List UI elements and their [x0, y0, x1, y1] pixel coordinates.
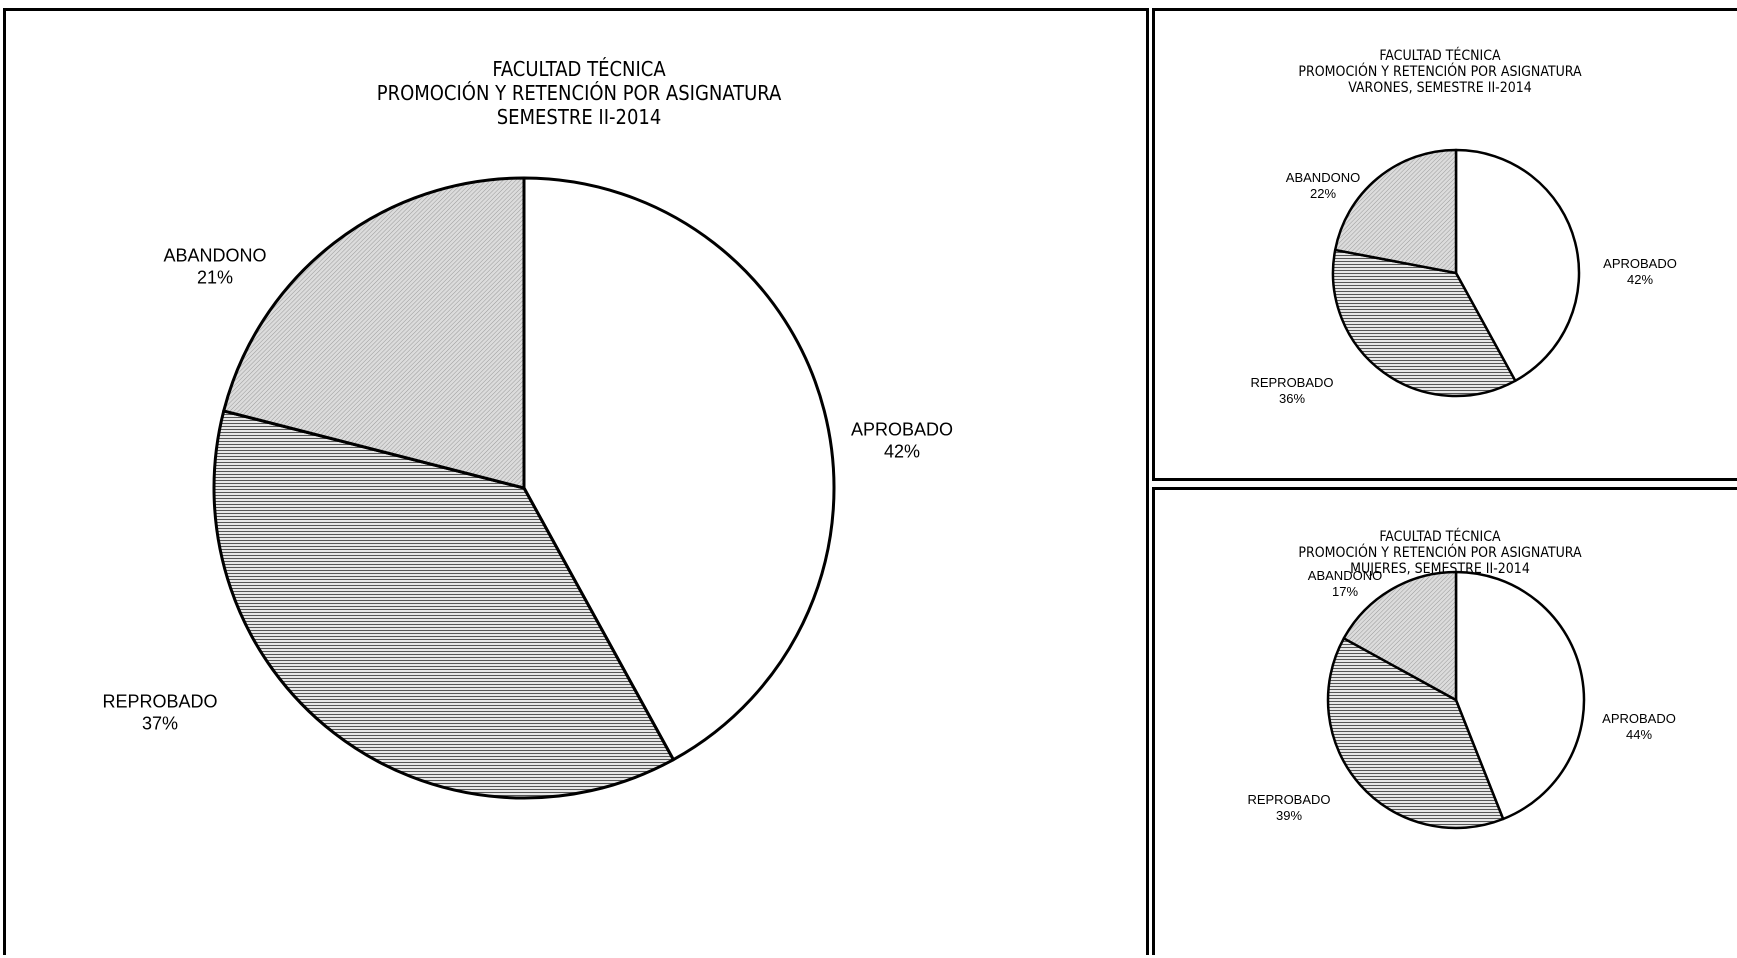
pie-chart-panel-varones: FACULTAD TÉCNICA PROMOCIÓN Y RETENCIÓN PO… [1152, 8, 1737, 481]
pie-slice-reprobado [1326, 637, 1505, 830]
slice-value-aprobado: 42% [884, 441, 920, 461]
slice-value-aprobado: 42% [1627, 272, 1653, 287]
slice-label-aprobado: APROBADO [851, 419, 953, 439]
slice-label-aprobado: APROBADO [1603, 256, 1677, 271]
chart-title-line-2: PROMOCIÓN Y RETENCIÓN POR ASIGNATURA [1298, 62, 1582, 80]
slice-value-abandono: 21% [197, 267, 233, 287]
chart-title-line-1: FACULTAD TÉCNICA [1379, 47, 1501, 64]
slice-value-reprobado: 36% [1279, 391, 1305, 406]
pie-slice-reprobado [212, 409, 675, 800]
pie-chart-panel-total: FACULTAD TÉCNICA PROMOCIÓN Y RETENCIÓN PO… [3, 8, 1149, 955]
chart-title-line-3: MUJERES, SEMESTRE II-2014 [1350, 561, 1530, 577]
slice-label-reprobado: REPROBADO [102, 691, 217, 711]
pie-slice-aprobado [1454, 148, 1581, 383]
pie-slice-abandono [1333, 148, 1458, 275]
slice-label-abandono: ABANDONO [163, 245, 266, 265]
pie-slice-reprobado [1331, 248, 1517, 398]
chart-title-line-2: PROMOCIÓN Y RETENCIÓN POR ASIGNATURA [1298, 543, 1582, 561]
slice-label-abandono: ABANDONO [1308, 568, 1382, 583]
slice-value-abandono: 22% [1310, 186, 1336, 201]
pie-slice-abandono [1342, 570, 1458, 702]
slice-label-aprobado: APROBADO [1602, 711, 1676, 726]
pie-slice-aprobado [522, 176, 836, 762]
slice-label-reprobado: REPROBADO [1250, 375, 1333, 390]
slice-label-abandono: ABANDONO [1286, 170, 1360, 185]
pie-slice-abandono [222, 176, 526, 490]
pie-slice-aprobado [1454, 570, 1586, 821]
pie-chart-panel-mujeres: FACULTAD TÉCNICA PROMOCIÓN Y RETENCIÓN PO… [1152, 487, 1737, 955]
slice-label-reprobado: REPROBADO [1247, 792, 1330, 807]
slice-value-reprobado: 39% [1276, 808, 1302, 823]
chart-title-line-2: PROMOCIÓN Y RETENCIÓN POR ASIGNATURA [377, 81, 782, 105]
chart-title-line-1: FACULTAD TÉCNICA [1379, 528, 1501, 545]
chart-title-line-3: VARONES, SEMESTRE II-2014 [1348, 80, 1532, 96]
slice-value-aprobado: 44% [1626, 727, 1652, 742]
slice-value-abandono: 17% [1332, 584, 1358, 599]
slice-value-reprobado: 37% [142, 713, 178, 733]
chart-title-line-1: FACULTAD TÉCNICA [492, 57, 666, 81]
chart-title-line-3: SEMESTRE II-2014 [497, 105, 662, 129]
